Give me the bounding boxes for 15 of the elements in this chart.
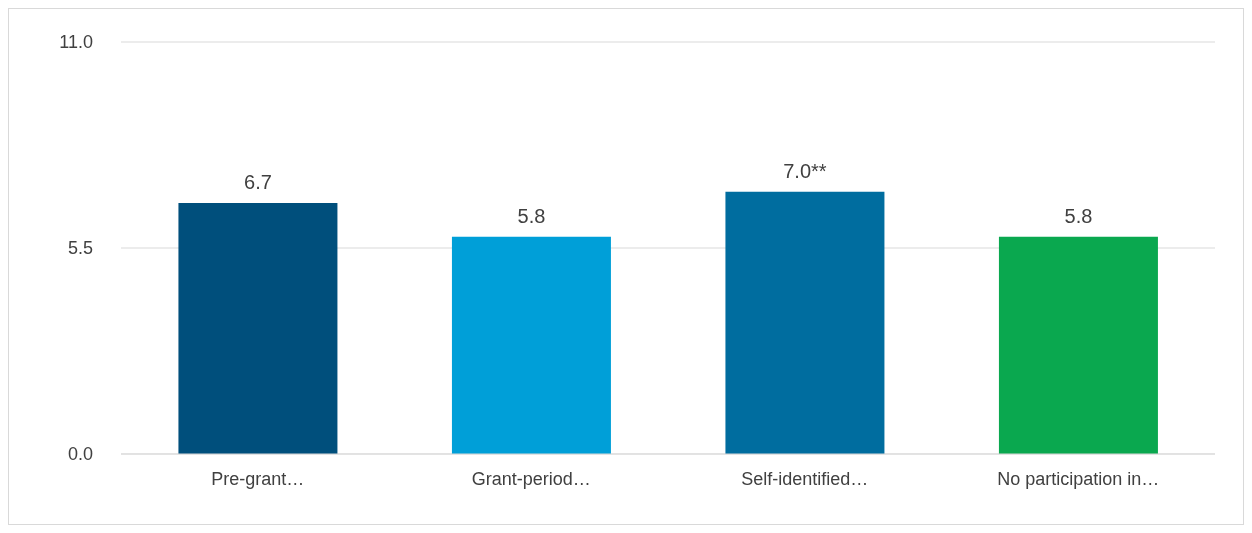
x-tick-label: No participation in… [997, 468, 1160, 489]
y-tick-label: 0.0 [67, 444, 93, 465]
bar [725, 191, 885, 454]
data-label: 7.0** [783, 159, 827, 182]
x-tick-label: Self-identified… [741, 468, 869, 489]
y-tick-label: 5.5 [67, 238, 93, 259]
bar [998, 236, 1158, 454]
x-tick-label: Pre-grant… [211, 468, 305, 489]
bar [178, 203, 338, 454]
data-label: 6.7 [244, 171, 272, 194]
x-tick-label: Grant-period… [471, 468, 591, 489]
data-label: 5.8 [1064, 204, 1093, 227]
data-label: 5.8 [517, 204, 546, 227]
bar [451, 236, 611, 454]
y-tick-label: 11.0 [59, 32, 93, 53]
